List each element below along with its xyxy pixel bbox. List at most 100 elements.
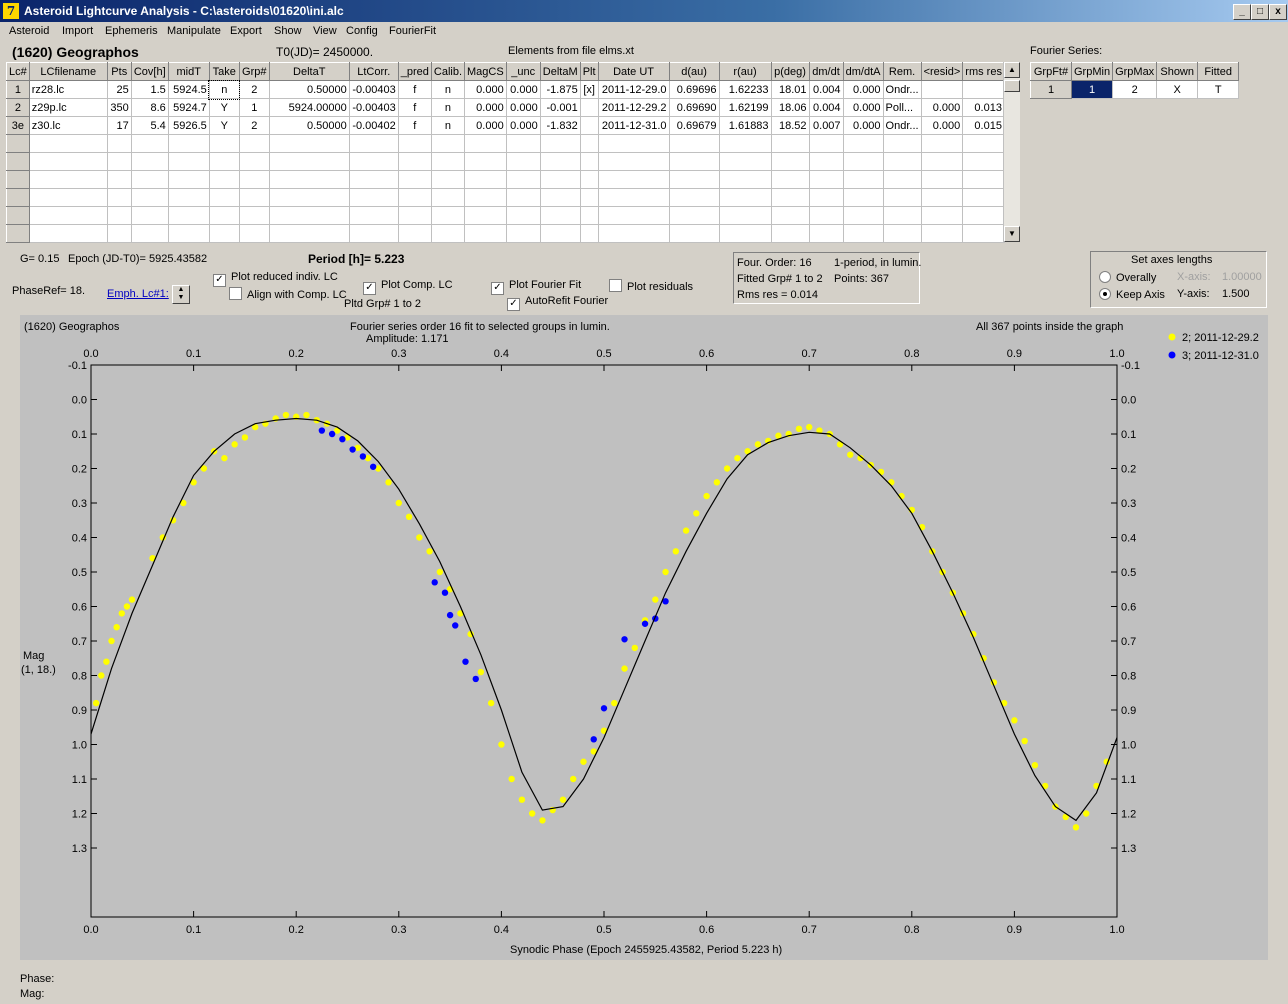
empty-cell[interactable] bbox=[348, 206, 399, 225]
empty-cell[interactable] bbox=[962, 188, 1005, 207]
data-point-series-1[interactable] bbox=[241, 434, 249, 441]
empty-cell[interactable] bbox=[268, 152, 350, 171]
data-point-series-1[interactable] bbox=[806, 423, 813, 431]
empty-cell[interactable] bbox=[208, 224, 240, 243]
data-point-series-1[interactable] bbox=[611, 699, 618, 707]
fourier-header-grpmin[interactable]: GrpMin bbox=[1070, 62, 1114, 81]
cell-dau[interactable]: 0.69679 bbox=[668, 116, 720, 135]
cell-plt[interactable] bbox=[579, 116, 599, 135]
empty-cell[interactable] bbox=[130, 224, 169, 243]
empty-cell[interactable] bbox=[28, 170, 108, 189]
data-point-series-1[interactable] bbox=[200, 465, 208, 472]
empty-cell[interactable] bbox=[962, 206, 1005, 225]
align-check-icon[interactable] bbox=[229, 287, 242, 300]
data-point-series-1[interactable] bbox=[498, 741, 505, 748]
data-point-series-1[interactable] bbox=[621, 665, 628, 672]
fourier-cell-grpmax[interactable]: 2 bbox=[1112, 80, 1158, 99]
data-point-series-1[interactable] bbox=[1083, 810, 1090, 817]
empty-cell[interactable] bbox=[208, 170, 240, 189]
col-header-deltam[interactable]: DeltaM bbox=[539, 62, 581, 81]
empty-cell[interactable] bbox=[579, 224, 599, 243]
data-point-series-2[interactable] bbox=[452, 622, 459, 629]
data-point-series-1[interactable] bbox=[1062, 813, 1069, 821]
empty-cell[interactable] bbox=[808, 224, 844, 243]
empty-row[interactable] bbox=[6, 224, 1005, 243]
empty-cell[interactable] bbox=[842, 206, 884, 225]
empty-cell[interactable] bbox=[397, 224, 432, 243]
cell-lc[interactable]: 2 bbox=[6, 98, 30, 117]
cell-calib[interactable]: n bbox=[430, 98, 466, 117]
data-point-series-2[interactable] bbox=[318, 427, 326, 434]
data-point-series-1[interactable] bbox=[477, 668, 485, 676]
empty-cell[interactable] bbox=[464, 152, 507, 171]
cell-ltcorr[interactable]: -0.00402 bbox=[348, 116, 399, 135]
menu-asteroid[interactable]: Asteroid bbox=[9, 25, 50, 37]
data-point-series-2[interactable] bbox=[472, 675, 479, 683]
empty-cell[interactable] bbox=[28, 224, 108, 243]
empty-cell[interactable] bbox=[808, 134, 844, 153]
data-point-series-1[interactable] bbox=[559, 796, 567, 803]
col-header-rem[interactable]: Rem. bbox=[882, 62, 922, 81]
data-point-series-1[interactable] bbox=[836, 441, 844, 448]
empty-cell[interactable] bbox=[539, 134, 581, 153]
data-point-series-1[interactable] bbox=[713, 479, 721, 486]
data-point-series-1[interactable] bbox=[344, 434, 351, 441]
data-point-series-1[interactable] bbox=[118, 610, 125, 617]
col-header-resid[interactable]: <resid> bbox=[920, 62, 964, 81]
y-axis-value[interactable]: 1.500 bbox=[1222, 288, 1250, 300]
empty-cell[interactable] bbox=[808, 188, 844, 207]
data-point-series-1[interactable] bbox=[103, 658, 110, 665]
empty-cell[interactable] bbox=[397, 170, 432, 189]
cell-pred[interactable]: f bbox=[397, 80, 432, 99]
empty-row[interactable] bbox=[6, 206, 1005, 225]
col-header-dmdta[interactable]: dm/dtA bbox=[842, 62, 884, 81]
empty-cell[interactable] bbox=[238, 170, 270, 189]
empty-cell[interactable] bbox=[539, 170, 581, 189]
cell-grp[interactable]: 2 bbox=[238, 116, 270, 135]
data-point-series-1[interactable] bbox=[1031, 762, 1039, 769]
empty-cell[interactable] bbox=[167, 206, 210, 225]
cell-dau[interactable]: 0.69696 bbox=[668, 80, 720, 99]
cell-resid[interactable] bbox=[920, 80, 964, 99]
empty-row[interactable] bbox=[6, 152, 1005, 171]
data-point-series-1[interactable] bbox=[1021, 737, 1028, 745]
cell-deltam[interactable]: -1.875 bbox=[539, 80, 581, 99]
empty-cell[interactable] bbox=[430, 206, 466, 225]
data-point-series-2[interactable] bbox=[369, 463, 377, 470]
col-header-ltcorr[interactable]: LtCorr. bbox=[348, 62, 399, 81]
cell-resid[interactable]: 0.000 bbox=[920, 116, 964, 135]
data-point-series-1[interactable] bbox=[303, 411, 310, 419]
fourier-header-fitted[interactable]: Fitted bbox=[1197, 62, 1240, 81]
minimize-button[interactable]: _ bbox=[1233, 4, 1251, 20]
cell-pred[interactable]: f bbox=[397, 116, 432, 135]
data-point-series-1[interactable] bbox=[149, 555, 156, 562]
data-point-series-2[interactable] bbox=[590, 736, 597, 743]
scroll-down-icon[interactable]: ▼ bbox=[1004, 226, 1020, 242]
cell-pts[interactable]: 350 bbox=[106, 98, 132, 117]
fourier-header-shown[interactable]: Shown bbox=[1156, 62, 1199, 81]
table-row[interactable]: 3e z30.lc 17 5.4 5926.5 Y 2 0.50000 -0.00402 f n 0.… bbox=[6, 116, 1005, 135]
data-point-series-1[interactable] bbox=[1041, 782, 1049, 790]
data-point-series-1[interactable] bbox=[221, 454, 228, 462]
cell-dmdt[interactable]: 0.004 bbox=[808, 80, 844, 99]
cell-date[interactable]: 2011-12-31.0 bbox=[597, 116, 670, 135]
menu-show[interactable]: Show bbox=[274, 25, 302, 37]
empty-cell[interactable] bbox=[920, 170, 964, 189]
cell-grp[interactable]: 1 bbox=[238, 98, 270, 117]
empty-cell[interactable] bbox=[106, 224, 132, 243]
empty-cell[interactable] bbox=[167, 224, 210, 243]
empty-row[interactable] bbox=[6, 134, 1005, 153]
empty-cell[interactable] bbox=[238, 134, 270, 153]
empty-cell[interactable] bbox=[397, 152, 432, 171]
data-point-series-1[interactable] bbox=[672, 548, 680, 555]
empty-cell[interactable] bbox=[597, 134, 670, 153]
cell-pred[interactable]: f bbox=[397, 98, 432, 117]
cell-midt[interactable]: 5924.5 bbox=[167, 80, 210, 99]
empty-cell[interactable] bbox=[718, 134, 772, 153]
col-header-cov[interactable]: Cov[h] bbox=[130, 62, 169, 81]
empty-cell[interactable] bbox=[6, 188, 30, 207]
cell-rau[interactable]: 1.61883 bbox=[718, 116, 772, 135]
close-button[interactable]: x bbox=[1269, 4, 1287, 20]
cell-dmdta[interactable]: 0.000 bbox=[842, 116, 884, 135]
empty-cell[interactable] bbox=[430, 134, 466, 153]
